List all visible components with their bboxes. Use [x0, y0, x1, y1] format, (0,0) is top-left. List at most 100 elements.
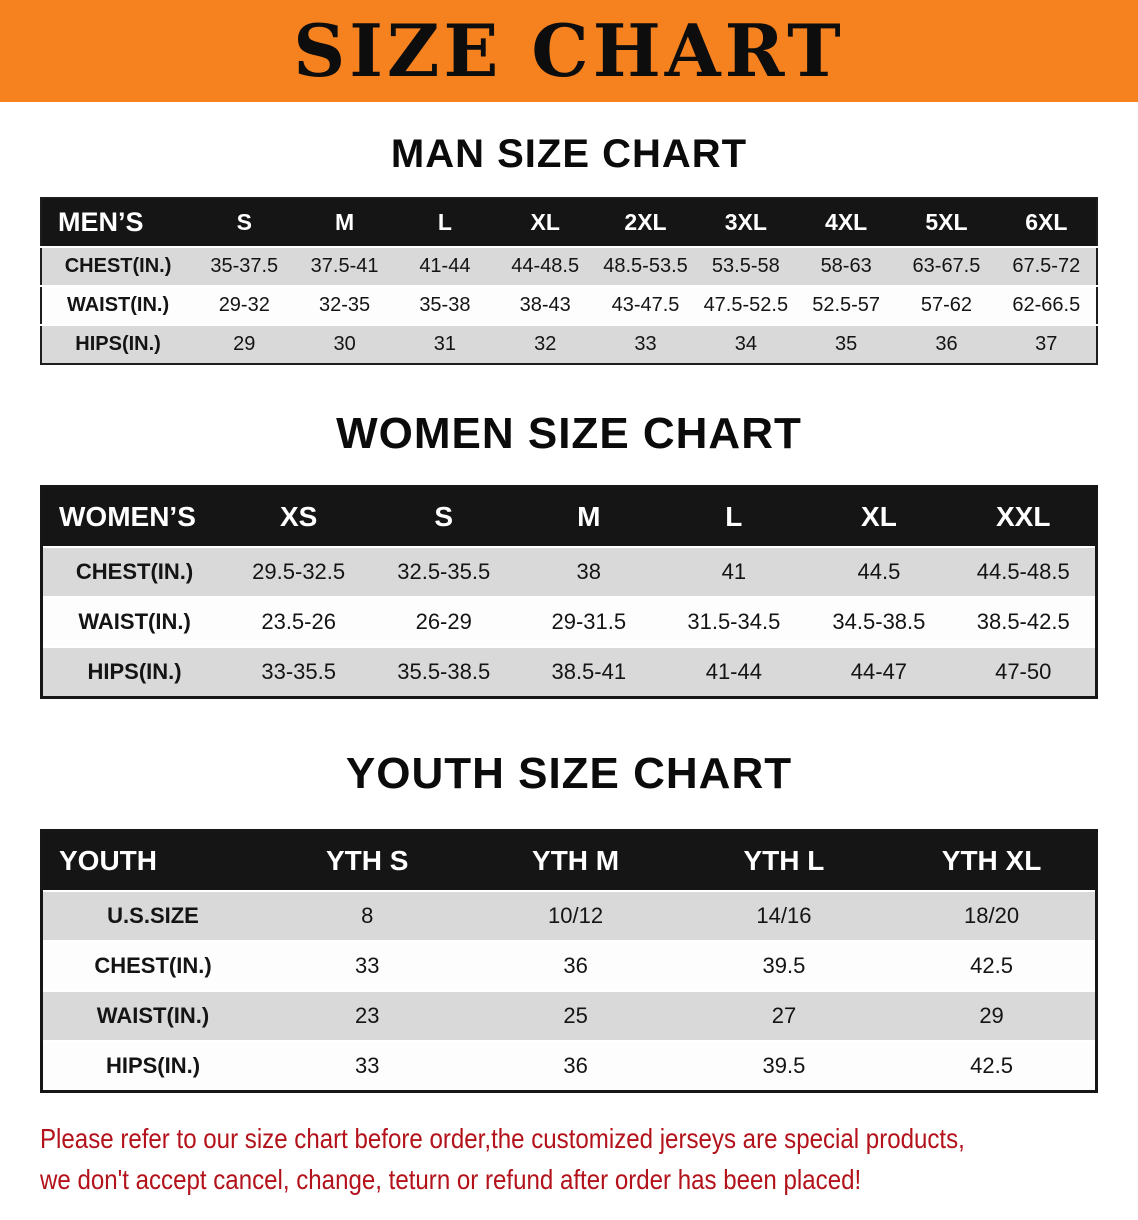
column-header: M	[294, 198, 395, 248]
size-value-cell: 44-48.5	[495, 246, 596, 286]
size-value-cell: 31.5-34.5	[661, 596, 807, 647]
column-header: L	[661, 486, 807, 548]
disclaimer: Please refer to our size chart before or…	[40, 1119, 1138, 1200]
disclaimer-line-1: Please refer to our size chart before or…	[40, 1123, 965, 1154]
size-value-cell: 43-47.5	[595, 285, 696, 325]
column-header: YTH S	[263, 830, 472, 892]
table-row: CHEST(IN.) 33 36 39.5 42.5	[41, 940, 1097, 991]
banner: SIZE CHART	[0, 0, 1138, 102]
size-value-cell: 33	[263, 1040, 472, 1092]
table-row: CHEST(IN.) 35-37.5 37.5-41 41-44 44-48.5…	[41, 246, 1097, 286]
table-row: HIPS(IN.) 29 30 31 32 33 34 35 36 37	[41, 324, 1097, 364]
size-value-cell: 44-47	[806, 646, 952, 698]
men-chart-heading: MAN SIZE CHART	[390, 132, 748, 176]
page-title: SIZE CHART	[293, 8, 845, 93]
size-value-cell: 25	[471, 990, 680, 1041]
women-size-table: WOMEN’S XS S M L XL XXL CHEST(IN.) 29.5-…	[40, 485, 1098, 699]
size-value-cell: 35	[795, 324, 897, 364]
column-header: 3XL	[695, 198, 796, 248]
size-value-cell: 42.5	[888, 940, 1097, 991]
youth-size-table: YOUTH YTH S YTH M YTH L YTH XL U.S.SIZE …	[40, 829, 1098, 1093]
column-header: XL	[495, 198, 596, 248]
size-value-cell: 44.5	[806, 546, 952, 597]
size-value-cell: 36	[471, 940, 680, 991]
size-value-cell: 29	[194, 324, 295, 364]
table-row: CHEST(IN.) 29.5-32.5 32.5-35.5 38 41 44.…	[41, 546, 1097, 597]
column-header: S	[371, 486, 517, 548]
column-header: YTH M	[471, 830, 680, 892]
row-label: WAIST(IN.)	[41, 285, 195, 325]
size-value-cell: 42.5	[888, 1040, 1097, 1092]
size-value-cell: 58-63	[795, 246, 897, 286]
size-value-cell: 44.5-48.5	[951, 546, 1097, 597]
women-chart-heading: WOMEN SIZE CHART	[336, 409, 802, 458]
size-value-cell: 26-29	[371, 596, 517, 647]
row-label: U.S.SIZE	[41, 890, 264, 941]
size-value-cell: 37	[996, 324, 1097, 364]
size-value-cell: 36	[471, 1040, 680, 1092]
size-value-cell: 18/20	[888, 890, 1097, 941]
table-row: WAIST(IN.) 23 25 27 29	[41, 990, 1097, 1041]
column-header: 2XL	[595, 198, 696, 248]
column-header: YTH XL	[888, 830, 1097, 892]
row-label: HIPS(IN.)	[41, 1040, 264, 1092]
size-value-cell: 38.5-41	[516, 646, 662, 698]
size-value-cell: 33	[263, 940, 472, 991]
row-label: WAIST(IN.)	[41, 990, 264, 1041]
size-value-cell: 32.5-35.5	[371, 546, 517, 597]
table-row: HIPS(IN.) 33-35.5 35.5-38.5 38.5-41 41-4…	[41, 646, 1097, 698]
size-value-cell: 62-66.5	[996, 285, 1097, 325]
column-header: S	[194, 198, 295, 248]
youth-chart-heading: YOUTH SIZE CHART	[345, 749, 793, 798]
table-row: WAIST(IN.) 29-32 32-35 35-38 38-43 43-47…	[41, 285, 1097, 325]
column-header: M	[516, 486, 662, 548]
column-header: XL	[806, 486, 952, 548]
table-row: U.S.SIZE 8 10/12 14/16 18/20	[41, 890, 1097, 941]
size-value-cell: 29-32	[194, 285, 295, 325]
women-header-row: WOMEN’S XS S M L XL XXL	[41, 486, 1097, 548]
column-header: XXL	[951, 486, 1097, 548]
column-header: WOMEN’S	[41, 486, 227, 548]
size-value-cell: 47.5-52.5	[695, 285, 796, 325]
column-header: 6XL	[996, 198, 1097, 248]
size-value-cell: 53.5-58	[695, 246, 796, 286]
size-value-cell: 14/16	[679, 890, 889, 941]
row-label: HIPS(IN.)	[41, 324, 195, 364]
size-value-cell: 33-35.5	[226, 646, 372, 698]
column-header: 5XL	[896, 198, 997, 248]
size-value-cell: 52.5-57	[795, 285, 897, 325]
size-value-cell: 34	[695, 324, 796, 364]
row-label: CHEST(IN.)	[41, 546, 227, 597]
youth-header-row: YOUTH YTH S YTH M YTH L YTH XL	[41, 830, 1097, 892]
size-value-cell: 57-62	[896, 285, 997, 325]
column-header: 4XL	[795, 198, 897, 248]
size-value-cell: 32	[495, 324, 596, 364]
men-size-table: MEN’S S M L XL 2XL 3XL 4XL 5XL 6XL CHEST…	[40, 197, 1098, 365]
size-value-cell: 38-43	[495, 285, 596, 325]
row-label: CHEST(IN.)	[41, 940, 264, 991]
size-value-cell: 48.5-53.5	[595, 246, 696, 286]
size-value-cell: 29-31.5	[516, 596, 662, 647]
size-value-cell: 39.5	[679, 1040, 889, 1092]
size-value-cell: 47-50	[951, 646, 1097, 698]
size-value-cell: 63-67.5	[896, 246, 997, 286]
size-value-cell: 37.5-41	[294, 246, 395, 286]
size-value-cell: 35.5-38.5	[371, 646, 517, 698]
size-value-cell: 35-37.5	[194, 246, 295, 286]
size-value-cell: 41-44	[661, 646, 807, 698]
size-value-cell: 33	[595, 324, 696, 364]
row-label: WAIST(IN.)	[41, 596, 227, 647]
size-value-cell: 36	[896, 324, 997, 364]
size-value-cell: 41	[661, 546, 807, 597]
disclaimer-line-2: we don't accept cancel, change, teturn o…	[40, 1163, 862, 1195]
column-header: L	[394, 198, 496, 248]
row-label: HIPS(IN.)	[41, 646, 227, 698]
row-label: CHEST(IN.)	[41, 246, 195, 286]
size-value-cell: 30	[294, 324, 395, 364]
size-value-cell: 34.5-38.5	[806, 596, 952, 647]
size-value-cell: 8	[263, 890, 472, 941]
size-value-cell: 38	[516, 546, 662, 597]
size-value-cell: 29.5-32.5	[226, 546, 372, 597]
size-value-cell: 41-44	[394, 246, 496, 286]
